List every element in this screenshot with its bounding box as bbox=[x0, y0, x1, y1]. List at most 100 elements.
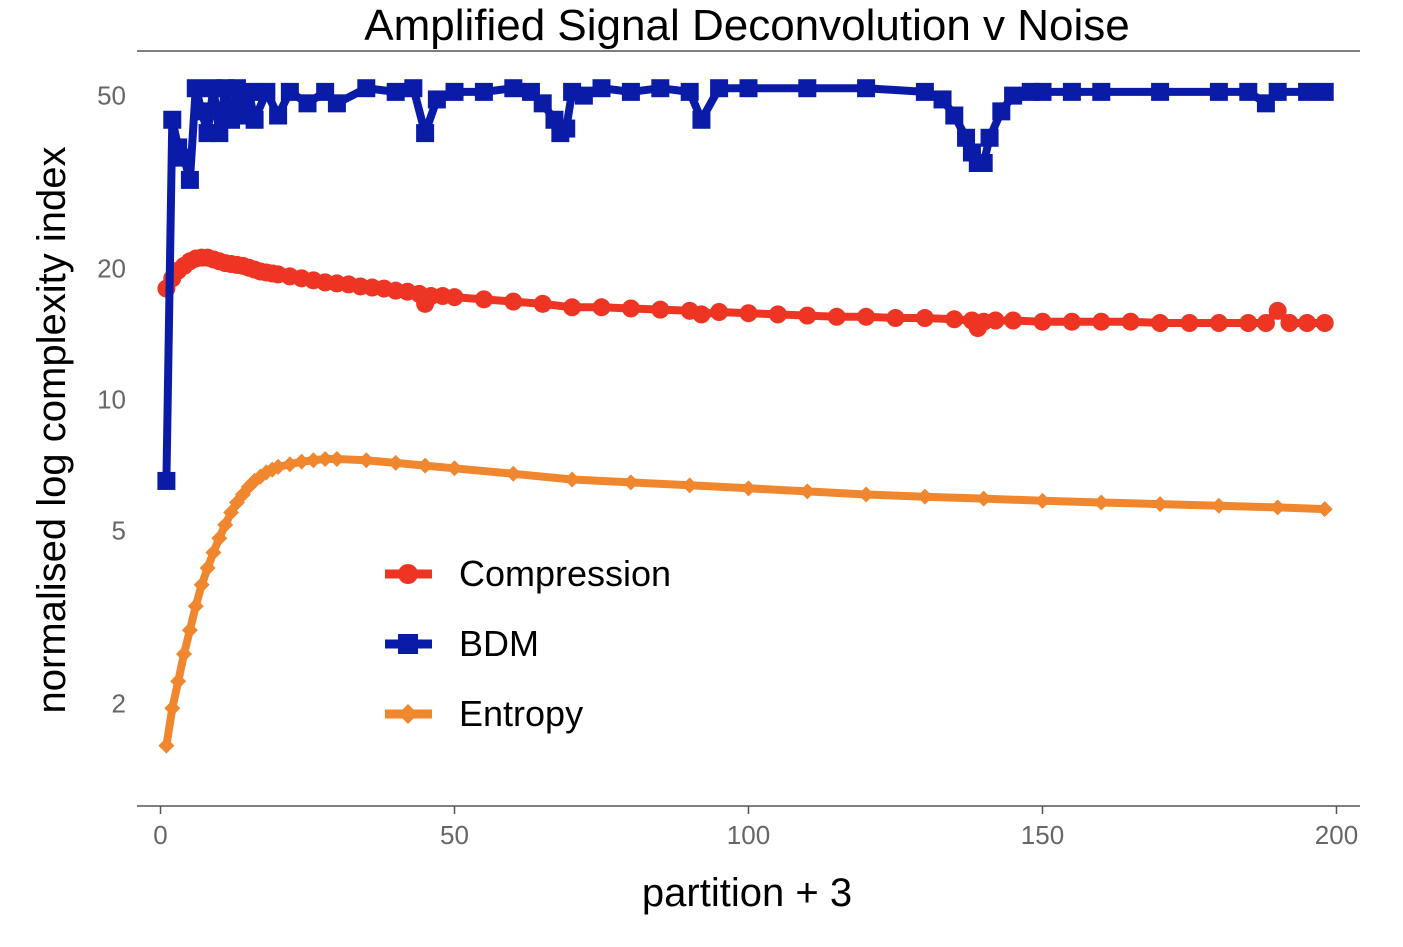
compression-series bbox=[157, 248, 1334, 338]
y-tick-label: 20 bbox=[97, 254, 126, 284]
bdm-point bbox=[163, 110, 182, 129]
bdm-point bbox=[857, 79, 876, 98]
entropy-point bbox=[975, 490, 992, 507]
legend-item-bdm: BDM bbox=[385, 623, 539, 664]
y-tick-label: 5 bbox=[112, 515, 126, 545]
compression-point bbox=[651, 300, 670, 319]
entropy-point bbox=[187, 598, 204, 615]
compression-point bbox=[1092, 312, 1111, 331]
entropy-point bbox=[916, 488, 933, 505]
x-tick-label: 50 bbox=[440, 820, 469, 850]
compression-point bbox=[768, 305, 787, 324]
compression-point bbox=[592, 298, 611, 317]
x-axis-label: partition + 3 bbox=[642, 871, 852, 915]
entropy-point bbox=[1269, 499, 1286, 516]
x-tick-label: 150 bbox=[1021, 820, 1064, 850]
bdm-point bbox=[1062, 82, 1081, 101]
bdm-point bbox=[574, 86, 593, 105]
compression-point bbox=[857, 307, 876, 326]
compression-point bbox=[504, 292, 523, 311]
bdm-point bbox=[710, 79, 729, 98]
entropy-point bbox=[305, 452, 322, 469]
entropy-point bbox=[1034, 492, 1051, 509]
bdm-point bbox=[327, 94, 346, 113]
legend-label-entropy: Entropy bbox=[459, 693, 583, 734]
bdm-point bbox=[257, 82, 276, 101]
compression-point bbox=[1256, 314, 1275, 333]
compression-point bbox=[1298, 314, 1317, 333]
bdm-point bbox=[533, 94, 552, 113]
entropy-point bbox=[281, 456, 298, 473]
entropy-point bbox=[270, 458, 287, 475]
bdm-point bbox=[1033, 82, 1052, 101]
entropy-point bbox=[317, 451, 334, 468]
entropy-point bbox=[328, 451, 345, 468]
compression-point bbox=[1268, 301, 1287, 320]
compression-point bbox=[1033, 312, 1052, 331]
bdm-point bbox=[974, 153, 993, 172]
entropy-point bbox=[211, 530, 228, 547]
bdm-point bbox=[245, 110, 264, 129]
series-layer bbox=[157, 79, 1334, 754]
bdm-point bbox=[1209, 82, 1228, 101]
compression-point bbox=[692, 305, 711, 324]
bdm-point bbox=[175, 148, 194, 167]
bdm-point bbox=[1315, 82, 1334, 101]
compression-point bbox=[445, 288, 464, 307]
entropy-point bbox=[740, 480, 757, 497]
bdm-point bbox=[798, 79, 817, 98]
compression-point bbox=[1004, 311, 1023, 330]
bdm-point bbox=[980, 128, 999, 147]
legend: Compression BDM Entropy bbox=[385, 553, 671, 734]
entropy-point bbox=[1093, 494, 1110, 511]
entropy-series bbox=[158, 451, 1333, 754]
entropy-point bbox=[205, 544, 222, 561]
bdm-point bbox=[157, 471, 176, 490]
legend-item-entropy: Entropy bbox=[385, 693, 583, 734]
bdm-point bbox=[1004, 86, 1023, 105]
entropy-point bbox=[176, 645, 193, 662]
compression-point bbox=[710, 302, 729, 321]
entropy-point bbox=[181, 622, 198, 639]
chart-title: Amplified Signal Deconvolution v Noise bbox=[364, 1, 1130, 50]
compression-point bbox=[1180, 314, 1199, 333]
legend-item-compression: Compression bbox=[385, 553, 671, 594]
compression-point bbox=[621, 299, 640, 318]
compression-point bbox=[886, 309, 905, 328]
entropy-point bbox=[164, 700, 181, 717]
legend-marker-bdm bbox=[398, 634, 418, 654]
compression-point bbox=[915, 309, 934, 328]
bdm-point bbox=[592, 79, 611, 98]
bdm-series bbox=[157, 79, 1334, 490]
y-tick-label: 10 bbox=[97, 385, 126, 415]
compression-point bbox=[945, 310, 964, 329]
bdm-point bbox=[1268, 82, 1287, 101]
x-ticks: 0 50 100 150 200 bbox=[153, 806, 1358, 850]
entropy-point bbox=[387, 454, 404, 471]
legend-marker-entropy bbox=[398, 704, 418, 724]
bdm-point bbox=[186, 79, 205, 98]
bdm-point bbox=[239, 82, 258, 101]
bdm-point bbox=[357, 79, 376, 98]
x-tick-label: 0 bbox=[153, 820, 167, 850]
compression-point bbox=[1239, 314, 1258, 333]
compression-point bbox=[1121, 312, 1140, 331]
bdm-point bbox=[945, 106, 964, 125]
compression-point bbox=[827, 307, 846, 326]
entropy-point bbox=[446, 460, 463, 477]
entropy-point bbox=[1316, 501, 1333, 518]
compression-point bbox=[1209, 314, 1228, 333]
bdm-point bbox=[651, 79, 670, 98]
compression-point bbox=[1280, 314, 1299, 333]
bdm-point bbox=[427, 90, 446, 109]
bdm-point bbox=[915, 82, 934, 101]
compression-point bbox=[474, 290, 493, 309]
compression-point bbox=[986, 311, 1005, 330]
x-tick-label: 200 bbox=[1315, 820, 1358, 850]
entropy-point bbox=[564, 471, 581, 488]
bdm-point bbox=[280, 82, 299, 101]
legend-label-bdm: BDM bbox=[459, 623, 539, 664]
entropy-point bbox=[417, 457, 434, 474]
entropy-point bbox=[217, 516, 234, 533]
